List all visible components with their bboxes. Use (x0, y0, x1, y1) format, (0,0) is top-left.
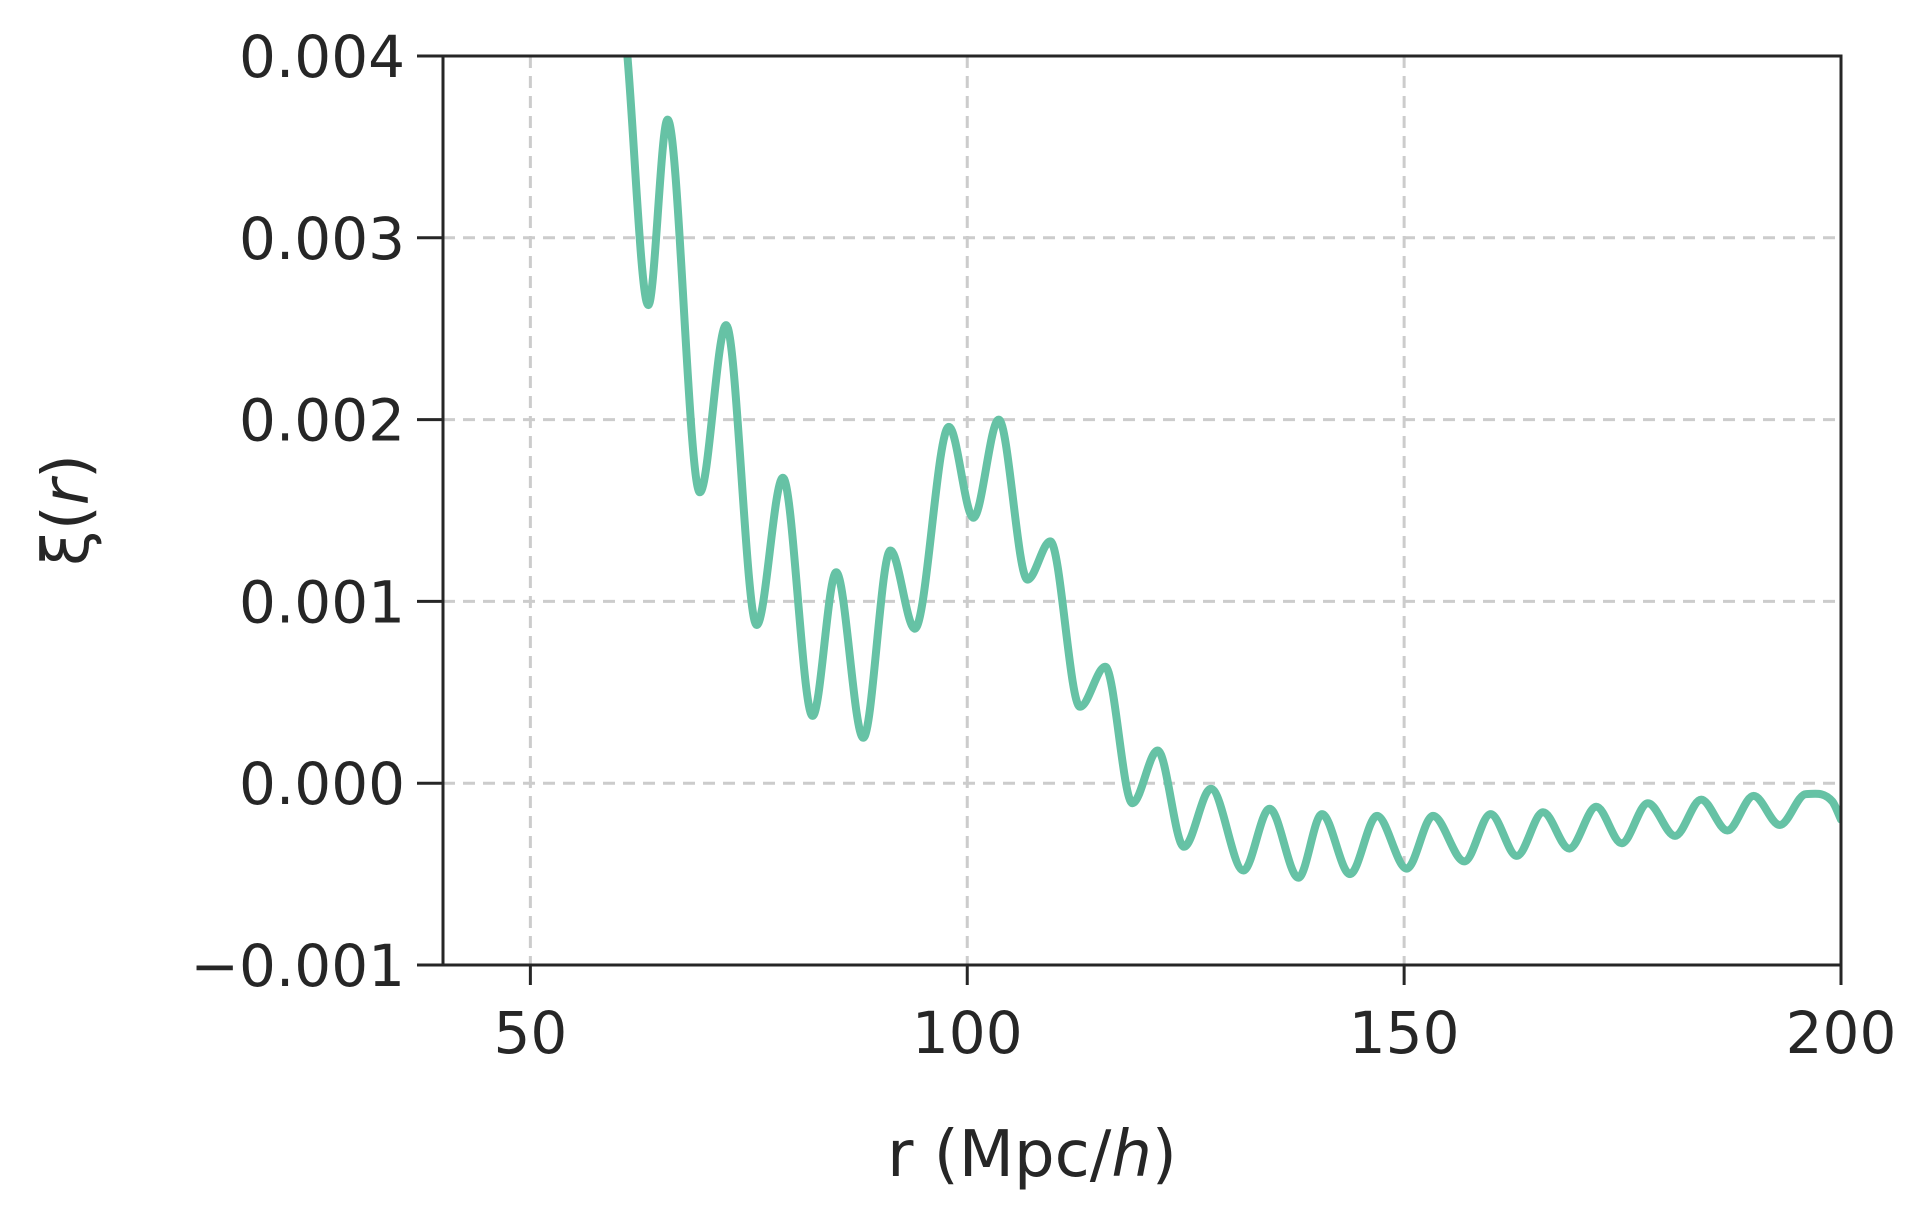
x-tick-label: 50 (493, 999, 567, 1067)
y-tick-label: 0.002 (239, 387, 405, 455)
x-tick-label: 100 (912, 999, 1023, 1067)
x-tick-label: 200 (1786, 999, 1897, 1067)
y-tick-label: −0.001 (190, 932, 405, 1000)
x-axis-label: r (Mpc/h) (887, 1118, 1177, 1192)
x-axis-ticks: 50 100 150 200 (493, 965, 1896, 1067)
y-axis-ticks: −0.001 0.000 0.001 0.002 0.003 0.004 (190, 23, 443, 1000)
series-layer (623, 56, 1841, 882)
y-tick-label: 0.000 (239, 750, 405, 818)
y-tick-label: 0.004 (239, 23, 405, 91)
series-line (623, 56, 1841, 882)
y-tick-label: 0.003 (239, 205, 405, 273)
plot-frame (441, 54, 1843, 967)
y-tick-label: 0.001 (239, 568, 405, 636)
x-tick-label: 150 (1349, 999, 1460, 1067)
grid (443, 56, 1841, 965)
y-axis-label: ξ(r) (30, 454, 104, 566)
